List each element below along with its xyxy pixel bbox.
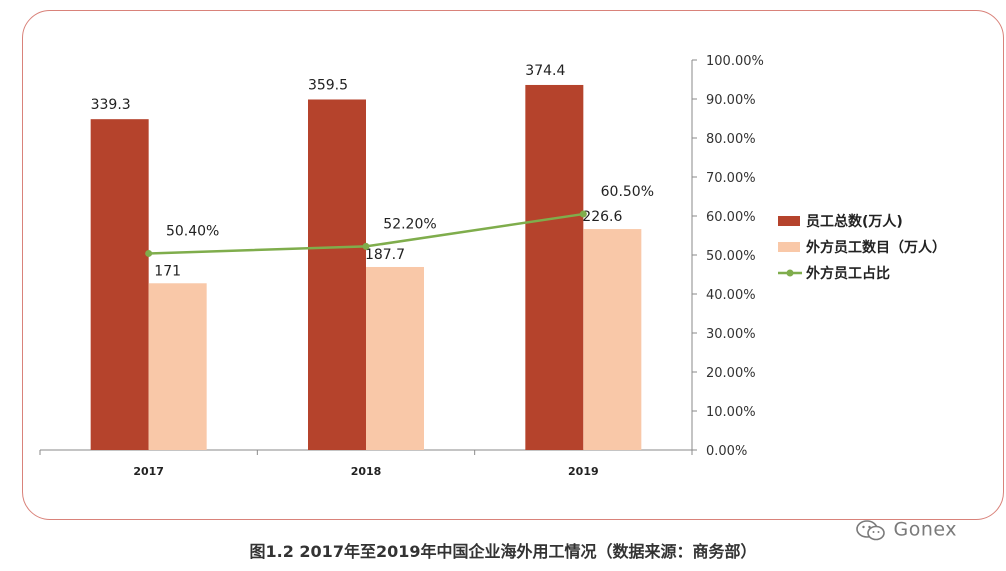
x-tick-label: 2017: [133, 465, 164, 478]
bar-label-foreign: 187.7: [365, 247, 405, 263]
line-point-foreign-ratio: [362, 242, 370, 250]
right-y-tick-label: 50.00%: [706, 249, 756, 264]
figure-caption: 图1.2 2017年至2019年中国企业海外用工情况（数据来源：商务部）: [249, 542, 757, 561]
bar-total-employees: [525, 84, 584, 451]
bar-label-total: 359.5: [308, 77, 348, 93]
legend-label: 外方员工数目（万人）: [806, 239, 946, 256]
bar-total-employees: [308, 99, 366, 451]
bar-foreign-employees: [366, 266, 424, 450]
legend-label: 外方员工占比: [806, 265, 890, 282]
watermark: Gonex: [855, 518, 957, 541]
bar-foreign-employees: [583, 229, 642, 450]
legend-swatch-foreign: [778, 242, 800, 252]
right-y-tick-label: 90.00%: [706, 93, 756, 108]
line-label-foreign-ratio: 50.40%: [166, 223, 219, 239]
legend-swatch-ratio-marker: [786, 269, 794, 277]
line-label-foreign-ratio: 60.50%: [601, 184, 654, 200]
right-y-tick-label: 10.00%: [706, 405, 756, 420]
line-point-foreign-ratio: [579, 210, 587, 218]
bar-total-employees: [90, 119, 149, 451]
bar-label-total: 374.4: [525, 63, 565, 79]
right-y-tick-label: 40.00%: [706, 288, 756, 303]
wechat-icon: [856, 519, 885, 540]
bar-label-foreign: 171: [154, 263, 181, 279]
right-y-tick-label: 0.00%: [706, 444, 747, 459]
employment-chart: 0.00% 10.00% 20.00% 30.00% 40.00% 50.00% 60.00…: [39, 54, 946, 478]
line-point-foreign-ratio: [145, 249, 153, 257]
right-y-tick-label: 80.00%: [706, 132, 756, 147]
right-y-tick-label: 70.00%: [706, 171, 756, 186]
bar-label-total: 339.3: [91, 97, 131, 113]
watermark-text: Gonex: [893, 518, 958, 541]
legend-label: 员工总数(万人): [806, 213, 903, 230]
x-tick-label: 2018: [351, 465, 382, 478]
bar-label-foreign: 226.6: [582, 209, 622, 225]
legend-swatch-total: [778, 216, 800, 226]
right-y-tick-label: 100.00%: [706, 54, 764, 69]
line-label-foreign-ratio: 52.20%: [383, 216, 436, 232]
x-tick-label: 2019: [568, 465, 599, 478]
right-y-tick-label: 60.00%: [706, 210, 756, 225]
right-y-tick-label: 20.00%: [706, 366, 756, 381]
bar-foreign-employees: [148, 283, 207, 450]
right-y-tick-label: 30.00%: [706, 327, 756, 342]
